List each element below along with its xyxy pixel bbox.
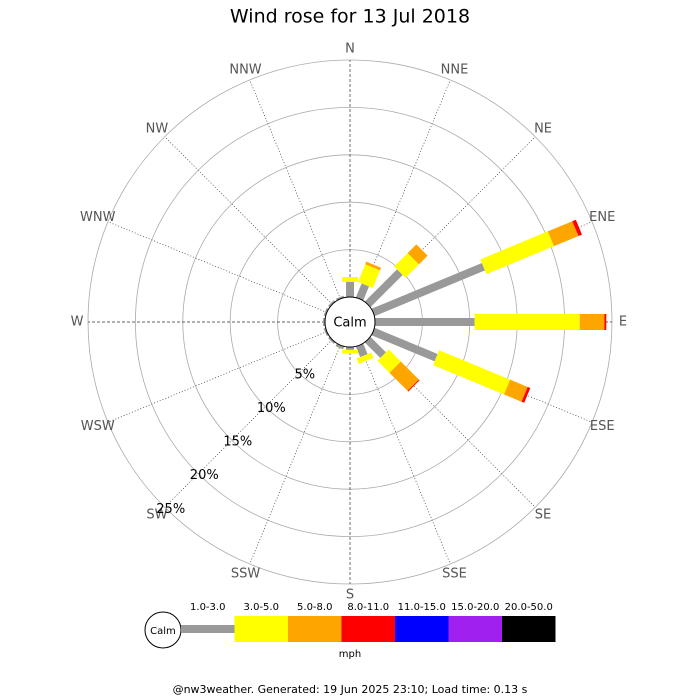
rose-segment [356, 352, 374, 364]
direction-label: W [71, 315, 84, 330]
direction-label: SSE [442, 567, 467, 582]
r-tick-label: 10% [257, 401, 286, 416]
rose-segment [407, 244, 428, 265]
footer: @nw3weather. Generated: 19 Jun 2025 23:1… [173, 683, 528, 696]
legend-label: 8.0-11.0 [347, 602, 389, 613]
units-label: mph [339, 649, 361, 660]
legend-swatch [502, 616, 556, 642]
direction-label: WSW [81, 419, 115, 434]
rose-segment [364, 269, 403, 308]
rose-segment [572, 219, 582, 237]
direction-label: NNW [229, 62, 261, 77]
legend-swatch [448, 616, 502, 642]
legend-label: 11.0-15.0 [398, 602, 446, 613]
rose-segment [377, 349, 401, 373]
spoke [107, 331, 328, 423]
direction-label: SE [535, 508, 551, 523]
legend-label: 3.0-5.0 [244, 602, 279, 613]
r-tick-label: 15% [223, 435, 252, 450]
spoke [249, 344, 341, 565]
legend-label: 5.0-8.0 [297, 602, 332, 613]
r-tick-label: 25% [156, 502, 185, 517]
rose-segment [407, 379, 420, 392]
direction-label: E [619, 315, 627, 330]
rose-segment [547, 221, 579, 247]
rose-segment [504, 379, 528, 402]
rose-segment [364, 336, 386, 358]
calm-label: Calm [333, 316, 366, 331]
rose-segment [394, 253, 419, 278]
spoke [359, 79, 451, 300]
rose-segment [355, 283, 370, 301]
rose-segment [357, 264, 381, 288]
direction-label: SW [146, 508, 167, 523]
legend-swatch [181, 625, 235, 633]
legend-label: 20.0-50.0 [505, 602, 553, 613]
chart-title: Wind rose for 13 Jul 2018 [230, 6, 470, 28]
legend-swatch [288, 616, 342, 642]
r-tick-label: 5% [294, 368, 315, 383]
direction-label: NNE [441, 62, 469, 77]
spoke [107, 221, 328, 313]
direction-label: SSW [231, 567, 261, 582]
rose-segment [365, 261, 382, 271]
direction-label: ESE [590, 419, 615, 434]
direction-label: S [346, 588, 354, 603]
direction-label: NE [534, 121, 552, 136]
rose-segment [433, 350, 511, 395]
legend-swatch [234, 616, 288, 642]
r-tick-label: 20% [190, 468, 219, 483]
rose-segment [521, 386, 531, 403]
legend-label: 15.0-20.0 [451, 602, 499, 613]
rose-segment [480, 231, 554, 275]
legend-swatch [395, 616, 449, 642]
rose-segment [389, 361, 419, 391]
legend-swatch [341, 616, 395, 642]
spoke [249, 79, 341, 300]
direction-label: ENE [589, 210, 615, 225]
legend-label: 1.0-3.0 [190, 602, 225, 613]
spoke [359, 344, 451, 565]
rose-segment [355, 343, 368, 358]
direction-label: WNW [80, 210, 116, 225]
rose-segment [371, 263, 485, 317]
legend-calm-label: Calm [150, 626, 176, 637]
spoke [164, 136, 333, 305]
calm-circle [324, 296, 376, 348]
spoke [164, 339, 333, 508]
direction-label: NW [146, 121, 169, 136]
rose-segment [371, 327, 438, 362]
direction-label: N [345, 42, 355, 57]
